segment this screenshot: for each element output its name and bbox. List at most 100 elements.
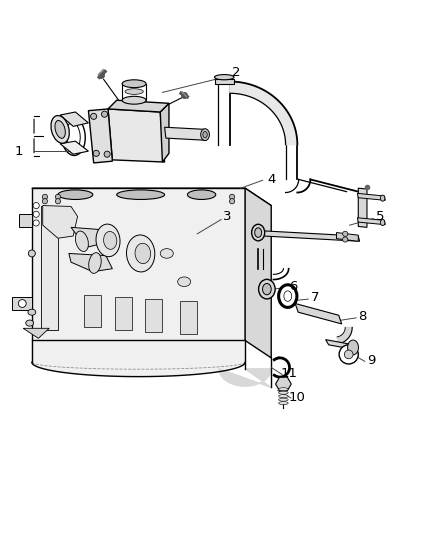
Ellipse shape — [122, 96, 146, 104]
Circle shape — [104, 151, 110, 157]
Polygon shape — [245, 188, 271, 358]
Ellipse shape — [104, 231, 117, 249]
Text: 5: 5 — [376, 210, 384, 223]
Polygon shape — [357, 218, 385, 225]
Circle shape — [33, 211, 39, 217]
Polygon shape — [219, 369, 271, 387]
Ellipse shape — [215, 75, 234, 80]
Ellipse shape — [262, 284, 271, 295]
Polygon shape — [357, 193, 385, 200]
Circle shape — [230, 199, 235, 204]
Ellipse shape — [258, 279, 275, 299]
Polygon shape — [165, 127, 206, 140]
Ellipse shape — [125, 88, 143, 94]
Polygon shape — [325, 340, 357, 350]
Text: 8: 8 — [358, 310, 367, 323]
Polygon shape — [43, 206, 78, 238]
Polygon shape — [262, 231, 360, 241]
Ellipse shape — [252, 224, 265, 241]
Ellipse shape — [61, 116, 85, 156]
Ellipse shape — [203, 131, 207, 138]
Polygon shape — [276, 377, 291, 391]
Circle shape — [339, 345, 358, 364]
Text: 3: 3 — [223, 210, 232, 223]
Polygon shape — [115, 297, 132, 329]
Ellipse shape — [381, 220, 385, 225]
Text: 2: 2 — [232, 66, 240, 79]
Polygon shape — [295, 303, 342, 324]
Circle shape — [28, 250, 35, 257]
Polygon shape — [180, 301, 197, 334]
Ellipse shape — [279, 402, 288, 405]
Polygon shape — [32, 188, 271, 206]
Circle shape — [344, 350, 353, 359]
Polygon shape — [69, 254, 113, 272]
Ellipse shape — [122, 80, 146, 87]
Polygon shape — [60, 112, 88, 126]
Polygon shape — [337, 327, 352, 344]
Polygon shape — [145, 299, 162, 332]
Ellipse shape — [279, 394, 288, 398]
Circle shape — [42, 199, 47, 204]
Ellipse shape — [117, 190, 165, 199]
Text: 1: 1 — [14, 144, 23, 158]
Ellipse shape — [75, 231, 88, 252]
Polygon shape — [108, 100, 169, 112]
Polygon shape — [19, 214, 32, 228]
Text: 11: 11 — [280, 367, 297, 379]
Text: 9: 9 — [367, 353, 375, 367]
Circle shape — [18, 300, 26, 308]
Polygon shape — [358, 188, 367, 228]
Text: 10: 10 — [289, 391, 306, 405]
Ellipse shape — [178, 277, 191, 287]
Polygon shape — [23, 328, 49, 338]
Polygon shape — [108, 109, 165, 162]
Text: 4: 4 — [267, 173, 276, 186]
Ellipse shape — [55, 120, 65, 139]
Ellipse shape — [201, 129, 209, 141]
Polygon shape — [88, 109, 113, 163]
Ellipse shape — [279, 285, 297, 308]
Ellipse shape — [88, 253, 101, 273]
Circle shape — [91, 114, 97, 119]
Text: 6: 6 — [289, 280, 297, 293]
Polygon shape — [60, 141, 88, 154]
Ellipse shape — [279, 387, 288, 391]
Ellipse shape — [279, 391, 288, 394]
Circle shape — [33, 203, 39, 208]
Ellipse shape — [284, 291, 292, 301]
Ellipse shape — [96, 224, 120, 257]
Circle shape — [55, 194, 60, 199]
Ellipse shape — [66, 123, 80, 149]
Polygon shape — [230, 82, 297, 144]
Ellipse shape — [348, 340, 358, 355]
Polygon shape — [336, 232, 358, 241]
Ellipse shape — [51, 116, 69, 143]
Ellipse shape — [254, 228, 261, 237]
Circle shape — [55, 199, 60, 204]
Polygon shape — [84, 295, 102, 327]
Ellipse shape — [127, 235, 155, 272]
Polygon shape — [32, 188, 245, 341]
Circle shape — [42, 194, 47, 199]
Ellipse shape — [187, 190, 216, 199]
Ellipse shape — [381, 195, 385, 201]
Text: 7: 7 — [311, 292, 319, 304]
Ellipse shape — [279, 398, 288, 401]
Circle shape — [33, 220, 39, 226]
Ellipse shape — [160, 249, 173, 258]
Polygon shape — [32, 341, 245, 377]
Polygon shape — [71, 228, 106, 247]
Circle shape — [343, 231, 348, 237]
Polygon shape — [12, 297, 32, 310]
Ellipse shape — [58, 190, 93, 199]
Ellipse shape — [28, 309, 36, 315]
Polygon shape — [160, 103, 169, 162]
Polygon shape — [215, 79, 234, 84]
Ellipse shape — [26, 320, 34, 326]
Circle shape — [343, 237, 348, 242]
Polygon shape — [41, 206, 58, 329]
Circle shape — [230, 194, 235, 199]
Circle shape — [102, 111, 108, 117]
Circle shape — [93, 150, 99, 156]
